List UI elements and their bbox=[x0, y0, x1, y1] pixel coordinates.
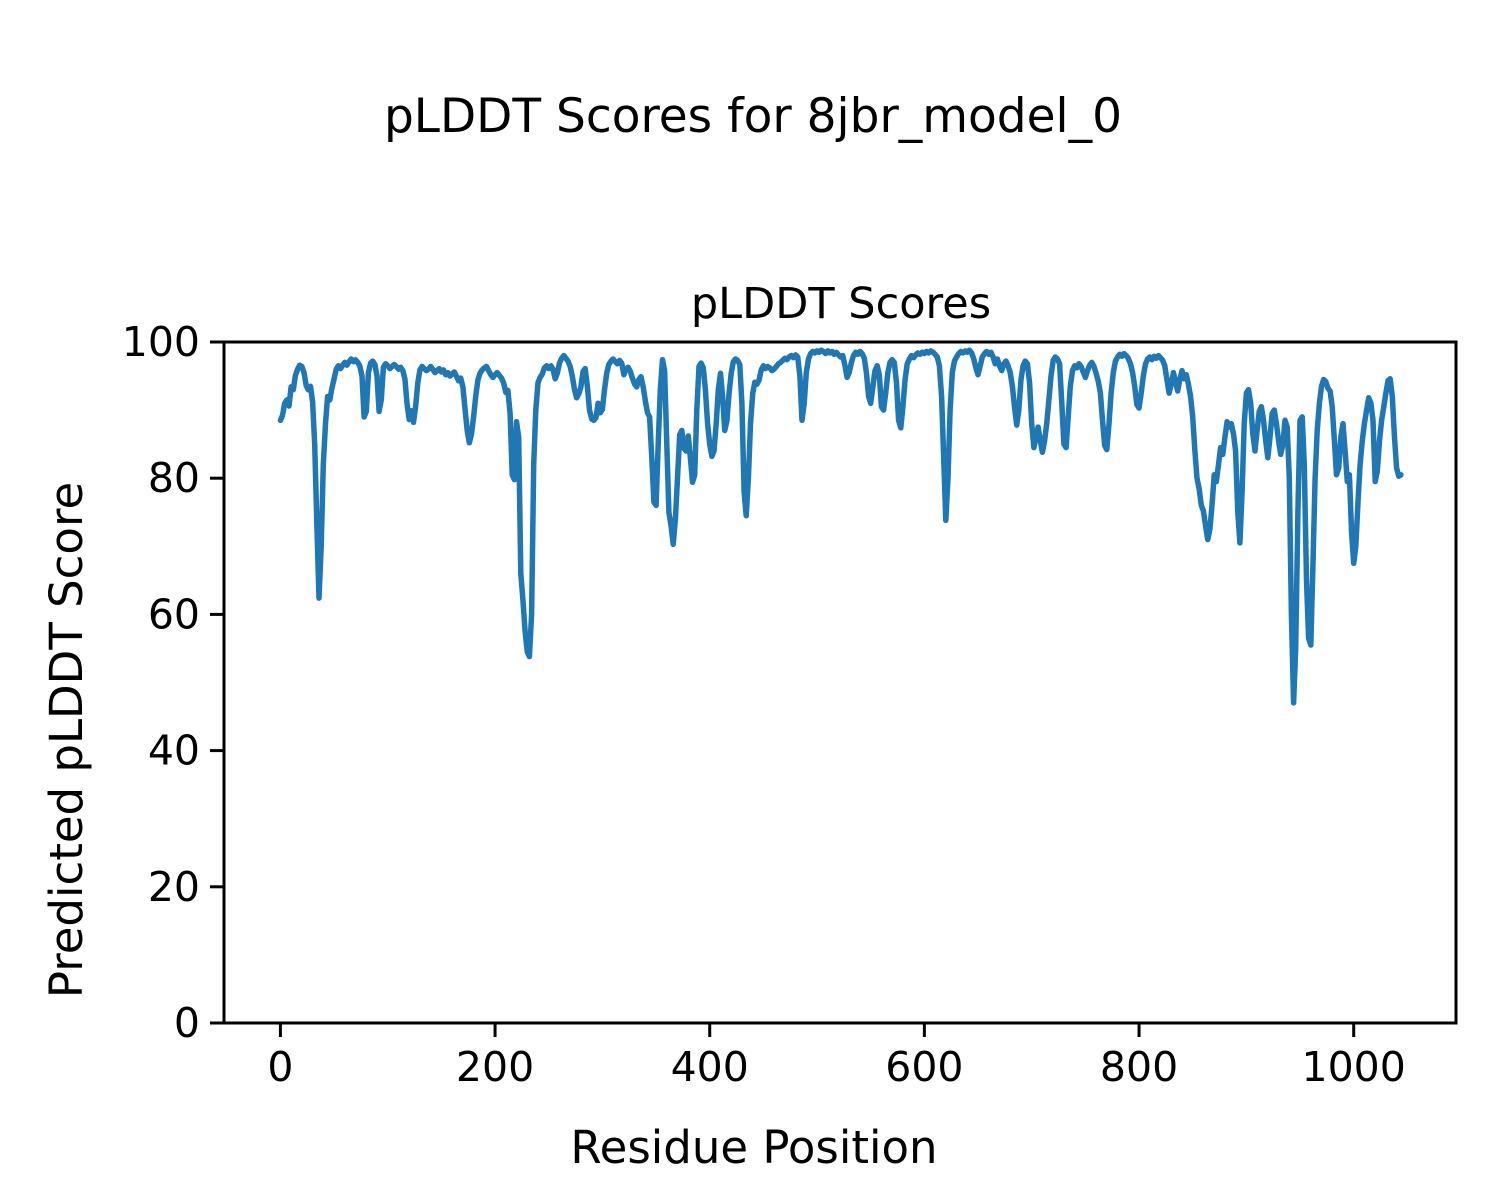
y-tick-label: 60 bbox=[148, 590, 200, 638]
y-tick-label: 40 bbox=[148, 727, 200, 775]
x-axis-ticks: 0 200 400 600 800 1000 bbox=[267, 1023, 1406, 1091]
x-axis-label: Residue Position bbox=[570, 1121, 937, 1174]
axes-title: pLDDT Scores bbox=[691, 279, 991, 329]
x-tick-label: 400 bbox=[671, 1043, 749, 1091]
plddt-line bbox=[277, 347, 1404, 706]
plot-area bbox=[222, 340, 1458, 1025]
x-tick-label: 1000 bbox=[1302, 1043, 1406, 1091]
y-tick-label: 100 bbox=[122, 318, 200, 366]
y-tick-label: 20 bbox=[148, 863, 200, 911]
x-tick-label: 600 bbox=[885, 1043, 963, 1091]
y-tick-label: 0 bbox=[174, 999, 200, 1047]
x-tick-label: 800 bbox=[1100, 1043, 1178, 1091]
y-tick-label: 80 bbox=[148, 454, 200, 502]
x-tick-label: 0 bbox=[267, 1043, 293, 1091]
x-tick-label: 200 bbox=[456, 1043, 534, 1091]
y-axis-ticks: 0 20 40 60 80 100 bbox=[122, 318, 224, 1047]
figure-suptitle: pLDDT Scores for 8jbr_model_0 bbox=[384, 89, 1122, 144]
y-axis-label: Predicted pLDDT Score bbox=[40, 482, 93, 998]
